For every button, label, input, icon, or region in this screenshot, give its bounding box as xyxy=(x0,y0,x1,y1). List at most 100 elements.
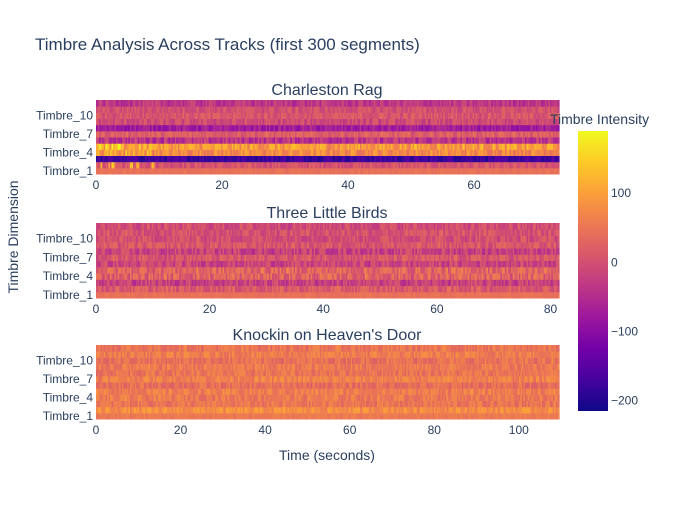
heatmap-cell xyxy=(176,149,179,156)
heatmap-cell xyxy=(196,161,199,169)
heatmap-cell xyxy=(427,137,430,144)
heatmap-cell xyxy=(153,143,156,150)
heatmap-cell xyxy=(133,167,136,175)
heatmap-cell xyxy=(288,130,292,138)
heatmap-cell xyxy=(295,161,298,169)
heatmap-cell xyxy=(173,161,176,169)
heatmap-cell xyxy=(542,155,545,163)
heatmap-cell xyxy=(188,149,191,156)
heatmap-cell xyxy=(205,161,208,169)
heatmap-cell xyxy=(454,167,457,175)
heatmap-cell xyxy=(301,124,304,132)
heatmap-cell xyxy=(418,167,421,175)
heatmap-cell xyxy=(319,124,322,132)
heatmap-cell xyxy=(270,143,273,150)
heatmap-cell xyxy=(450,137,454,144)
heatmap-cell xyxy=(325,137,329,144)
heatmap-cell xyxy=(466,124,469,132)
heatmap-cell xyxy=(197,137,200,144)
heatmap-cell xyxy=(120,167,123,175)
heatmap-cell xyxy=(143,137,146,144)
heatmap-cell xyxy=(173,137,176,144)
heatmap-cell xyxy=(356,137,359,144)
heatmap-cell xyxy=(520,124,523,132)
heatmap-cell xyxy=(531,143,534,150)
heatmap-cell xyxy=(437,155,440,163)
heatmap-cell xyxy=(319,137,322,144)
heatmap-cell xyxy=(322,124,326,132)
heatmap-cell xyxy=(432,161,435,169)
heatmap-cell xyxy=(225,143,228,150)
heatmap-cell xyxy=(134,149,137,156)
heatmap-cell xyxy=(471,161,474,169)
heatmap-cell xyxy=(96,130,99,138)
heatmap-cell xyxy=(494,137,497,144)
heatmap-cell xyxy=(136,124,139,132)
heatmap-cell xyxy=(475,149,478,156)
heatmap-cell xyxy=(219,149,222,156)
heatmap-cell xyxy=(308,124,312,132)
heatmap-cell xyxy=(552,161,555,169)
heatmap-cell xyxy=(183,167,187,175)
heatmap-cell xyxy=(264,137,267,144)
heatmap-cell xyxy=(511,161,514,169)
heatmap-cell xyxy=(321,161,324,169)
heatmap-cell xyxy=(447,130,451,138)
heatmap-cell xyxy=(207,161,210,169)
heatmap-cell xyxy=(457,155,460,163)
heatmap-cell xyxy=(438,124,441,132)
heatmap-cell xyxy=(370,155,373,163)
heatmap-cell xyxy=(531,167,534,175)
heatmap-cell xyxy=(142,149,145,156)
heatmap-cell xyxy=(447,161,451,169)
heatmap-cell xyxy=(199,130,202,138)
heatmap-cell xyxy=(472,130,475,138)
heatmap-cell xyxy=(400,155,403,163)
heatmap-cell xyxy=(512,130,515,138)
heatmap-cell xyxy=(525,155,528,163)
heatmap-cell xyxy=(332,137,335,144)
heatmap-cell xyxy=(430,130,434,138)
heatmap-cell xyxy=(361,137,364,144)
heatmap-cell xyxy=(108,167,111,175)
heatmap-cell xyxy=(188,130,191,138)
heatmap-cell xyxy=(230,137,233,144)
heatmap-cell xyxy=(330,130,333,138)
heatmap-cell xyxy=(489,167,492,175)
heatmap-cell xyxy=(245,137,248,144)
heatmap-cell xyxy=(288,149,292,156)
heatmap-cell xyxy=(463,137,466,144)
heatmap-cell xyxy=(214,167,217,175)
heatmap-cell xyxy=(193,149,196,156)
heatmap-cell xyxy=(120,137,123,144)
heatmap-cell xyxy=(426,149,429,156)
heatmap-cell xyxy=(489,130,492,138)
heatmap-cell xyxy=(225,161,228,169)
heatmap-cell xyxy=(204,124,207,132)
heatmap-cell xyxy=(117,143,120,150)
heatmap-cell xyxy=(347,124,350,132)
heatmap-cell xyxy=(463,124,466,132)
chart-title: Timbre Analysis Across Tracks (first 300… xyxy=(35,35,420,54)
heatmap-cell xyxy=(162,155,165,163)
heatmap-cell xyxy=(546,143,549,150)
heatmap-cell xyxy=(452,161,455,169)
heatmap-cell xyxy=(379,161,383,169)
heatmap-cell xyxy=(410,167,413,175)
heatmap-cell xyxy=(477,155,480,163)
heatmap-cell xyxy=(281,143,284,150)
heatmap-cell xyxy=(359,167,363,175)
heatmap-cell xyxy=(197,149,200,156)
heatmap-cell xyxy=(461,161,464,169)
heatmap-cell xyxy=(535,143,538,150)
heatmap-cell xyxy=(213,143,216,150)
heatmap-cell xyxy=(393,130,396,138)
heatmap-cell xyxy=(237,149,241,156)
heatmap-cell xyxy=(296,137,299,144)
heatmap-cell xyxy=(210,161,213,169)
heatmap-cell xyxy=(492,161,495,169)
heatmap-cell xyxy=(457,143,460,150)
heatmap-cell xyxy=(506,124,509,132)
heatmap-cell xyxy=(128,155,131,163)
heatmap-cell xyxy=(230,130,233,138)
